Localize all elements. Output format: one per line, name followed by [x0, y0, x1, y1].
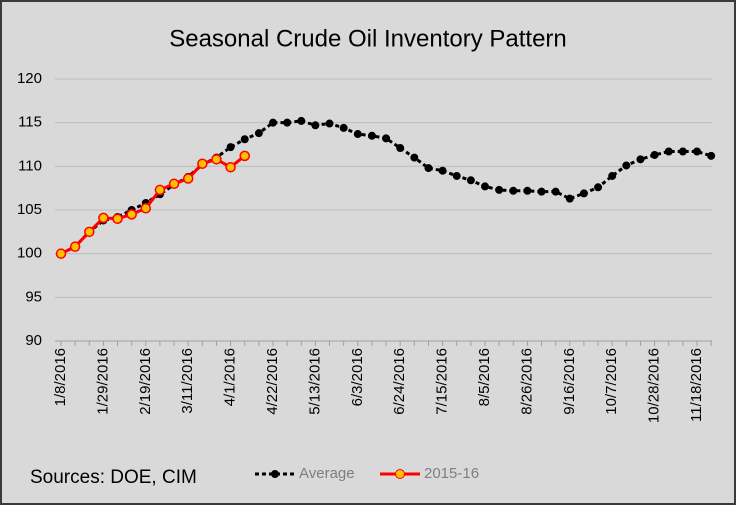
data-point [608, 171, 617, 180]
data-point [466, 176, 475, 185]
data-point [140, 203, 152, 214]
y-tick-label: 115 [18, 114, 42, 131]
legend-label: Average [299, 465, 355, 482]
data-point [182, 173, 194, 184]
x-tick-label: 9/16/2016 [561, 348, 578, 415]
source-note: Sources: DOE, CIM [30, 467, 197, 488]
data-point [126, 209, 137, 220]
x-tick-label: 4/1/2016 [222, 348, 239, 406]
data-point [84, 226, 95, 238]
x-tick-label: 5/13/2016 [306, 348, 323, 415]
x-tick-label: 7/15/2016 [434, 348, 451, 415]
y-tick-label: 105 [17, 201, 42, 218]
data-point [693, 147, 701, 156]
data-point [297, 116, 306, 125]
y-tick-label: 110 [18, 157, 42, 174]
data-point [154, 184, 166, 196]
data-point [55, 248, 67, 259]
data-point [523, 186, 532, 195]
y-tick-label: 100 [17, 245, 42, 262]
data-point [594, 183, 603, 192]
legend-marker [271, 470, 279, 478]
chart-title: Seasonal Crude Oil Inventory Pattern [169, 25, 567, 52]
data-point [495, 185, 504, 194]
data-point [438, 166, 447, 175]
data-point [367, 131, 376, 140]
data-point [664, 147, 673, 156]
data-point [424, 164, 433, 173]
x-tick-label: 1/29/2016 [94, 348, 111, 415]
x-tick-label: 10/7/2016 [603, 348, 620, 415]
data-point [537, 187, 546, 196]
data-point [226, 143, 235, 152]
data-point [283, 118, 292, 127]
data-point [707, 151, 716, 160]
x-tick-label: 8/5/2016 [476, 348, 493, 406]
data-point [112, 213, 123, 224]
data-point [636, 155, 645, 164]
data-point [254, 129, 263, 138]
x-tick-label: 10/28/2016 [646, 348, 663, 423]
data-point [211, 154, 222, 165]
x-tick-label: 6/3/2016 [349, 348, 366, 406]
x-tick-label: 11/18/2016 [688, 348, 705, 422]
data-point [481, 182, 489, 191]
data-point [69, 241, 81, 252]
data-point [622, 161, 631, 170]
data-point [311, 121, 320, 130]
data-point [509, 186, 518, 195]
data-point [565, 194, 574, 203]
data-point [382, 134, 391, 143]
x-tick-label: 2/19/2016 [137, 348, 154, 415]
data-point [98, 212, 109, 224]
x-tick-label: 4/22/2016 [264, 348, 281, 415]
data-point [551, 187, 560, 196]
data-point [225, 161, 236, 173]
data-point [269, 118, 277, 127]
data-point [452, 171, 461, 180]
legend-marker [395, 469, 405, 479]
data-point [579, 189, 588, 198]
data-point [353, 130, 362, 139]
data-point [239, 150, 250, 162]
data-point [396, 143, 405, 152]
data-point [678, 147, 687, 156]
y-tick-label: 95 [25, 288, 42, 305]
data-point [650, 150, 659, 159]
data-point [325, 119, 334, 128]
data-point [410, 153, 419, 162]
data-point [197, 158, 208, 169]
data-point [168, 178, 180, 190]
x-tick-label: 3/11/2016 [179, 348, 196, 414]
x-tick-label: 1/8/2016 [52, 348, 69, 406]
y-tick-label: 90 [25, 332, 42, 349]
x-tick-label: 6/24/2016 [391, 348, 408, 415]
data-point [339, 123, 348, 132]
legend-label: 2015-16 [424, 465, 479, 482]
x-tick-label: 8/26/2016 [518, 348, 535, 415]
data-point [240, 135, 249, 144]
y-tick-label: 120 [17, 70, 42, 87]
